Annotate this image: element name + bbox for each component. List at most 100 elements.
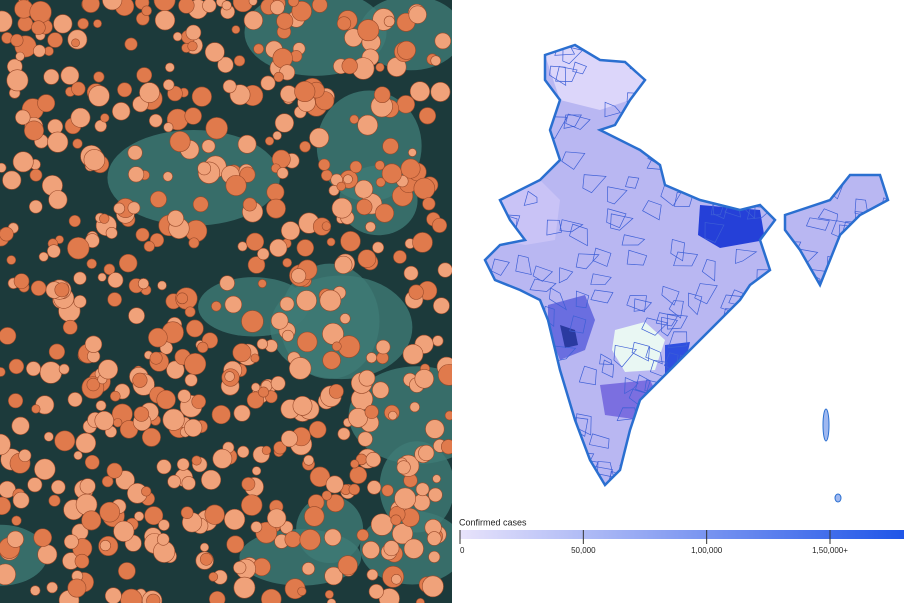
virus-particle (261, 588, 282, 603)
district (847, 486, 865, 496)
virus-particle (326, 494, 345, 513)
virus-particle (336, 181, 346, 192)
virus-particle (83, 149, 106, 171)
district (797, 45, 821, 57)
virus-particle (232, 343, 252, 363)
district (694, 484, 714, 485)
virus-particle (366, 352, 377, 364)
virus-particle (331, 197, 353, 219)
district (674, 123, 695, 137)
virus-particle (169, 131, 191, 153)
virus-particle (241, 494, 263, 516)
virus-particle (113, 418, 123, 428)
virus-particle (73, 295, 87, 309)
district (546, 219, 563, 236)
islands (822, 408, 830, 442)
virus-particle (93, 71, 105, 83)
virus-particle (68, 215, 81, 228)
virus-particle (418, 444, 435, 462)
virus-particle (117, 82, 133, 98)
virus-particle (29, 199, 43, 214)
district (590, 273, 612, 286)
virus-particle (176, 458, 190, 471)
district (861, 45, 884, 55)
virus-particle (393, 250, 407, 264)
virus-particle (112, 102, 131, 121)
virus-particle (237, 134, 257, 154)
virus-particle (233, 55, 246, 67)
district (661, 285, 680, 306)
district (592, 247, 612, 267)
virus-particle (219, 275, 235, 291)
virus-particle (422, 575, 444, 598)
virus-particle (60, 66, 80, 85)
district (643, 74, 664, 96)
district (548, 287, 567, 311)
virus-particle (11, 416, 30, 435)
district (696, 421, 718, 434)
district (562, 45, 584, 65)
virus-particle (394, 487, 417, 510)
virus-particle (280, 430, 298, 448)
virus-particle (137, 278, 150, 290)
district (797, 147, 813, 164)
district (527, 343, 546, 359)
district (802, 306, 815, 329)
virus-particle (165, 62, 175, 73)
virus-particle (98, 359, 119, 380)
district (804, 289, 828, 311)
virus-particle (180, 506, 194, 519)
virus-particle (358, 369, 376, 387)
virus-particle (208, 572, 219, 582)
virus-particle (365, 452, 381, 468)
virus-particle (71, 81, 86, 96)
district (624, 377, 639, 395)
virus-particle (181, 476, 196, 491)
virus-particle (163, 122, 174, 133)
virus-particle (156, 459, 172, 475)
virus-particle (8, 358, 25, 375)
district (655, 312, 678, 327)
virus-particle (201, 139, 216, 154)
virus-particle (224, 508, 246, 530)
virus-particle (299, 140, 311, 153)
district (519, 149, 541, 169)
district (833, 421, 856, 434)
district (578, 365, 597, 386)
virus-particle (51, 479, 66, 495)
district (874, 56, 888, 73)
region-mumbai (560, 325, 578, 348)
virus-particle (79, 478, 96, 495)
virus-particle (279, 296, 295, 312)
virus-particle (422, 197, 436, 211)
virus-particle (167, 209, 184, 227)
district (807, 118, 830, 141)
district (625, 176, 640, 189)
virus-particle (135, 227, 150, 242)
district (771, 410, 797, 423)
district (590, 289, 614, 304)
district (744, 89, 766, 101)
virus-particle (100, 113, 110, 123)
virus-particle (354, 179, 374, 199)
region-south (600, 380, 660, 420)
virus-particle (29, 0, 52, 24)
virus-particle (413, 493, 431, 511)
virus-particle (409, 401, 420, 413)
virus-particle (309, 127, 330, 148)
virus-particle (242, 197, 257, 212)
virus-particle (337, 555, 358, 576)
district (645, 346, 663, 365)
district (855, 365, 878, 385)
virus-particle (47, 32, 63, 48)
district (518, 480, 540, 485)
virus-particle (381, 484, 394, 497)
virus-particle (158, 519, 170, 531)
virus-particle (430, 55, 442, 66)
virus-particle (156, 533, 170, 546)
virus-particle (372, 241, 385, 254)
virus-particle (246, 391, 265, 409)
virus-particle (322, 351, 341, 370)
virus-particle (257, 279, 267, 288)
